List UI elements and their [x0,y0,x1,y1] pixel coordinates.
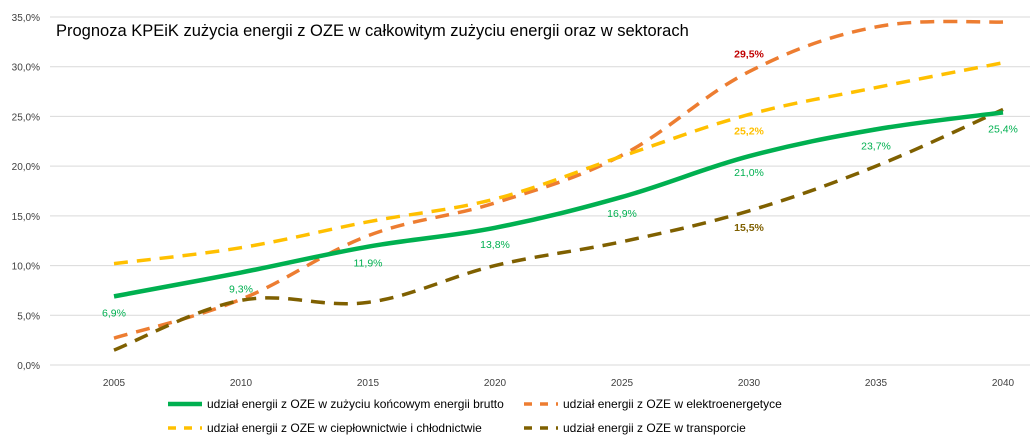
series-line-3 [113,107,1004,352]
x-tick-label: 2040 [992,378,1015,389]
y-tick-label: 15,0% [12,212,40,223]
x-tick-label: 2005 [103,378,126,389]
y-tick-label: 0,0% [17,361,40,372]
legend-item: udział energii z OZE w ciepłownictwie i … [168,421,482,435]
data-label: 6,9% [102,307,126,319]
series-line-1 [113,19,1004,340]
legend-item: udział energii z OZE w transporcie [524,421,746,435]
x-tick-label: 2010 [230,378,253,389]
legend-label: udział energii z OZE w elektroenergetyce [563,397,782,411]
x-tick-label: 2025 [611,378,634,389]
y-tick-label: 25,0% [12,112,40,123]
data-label: 29,5% [734,49,764,61]
y-tick-label: 5,0% [17,311,40,322]
legend: udział energii z OZE w zużyciu końcowym … [168,397,782,435]
y-tick-label: 20,0% [12,162,40,173]
gridlines [50,16,1030,366]
data-label: 11,9% [354,258,383,270]
y-tick-label: 10,0% [12,262,40,273]
data-label: 21,0% [734,167,764,179]
x-tick-label: 2015 [357,378,380,389]
legend-item: udział energii z OZE w zużyciu końcowym … [168,397,504,411]
data-label: 15,5% [734,222,764,234]
series-line-2 [113,61,1004,266]
x-axis-ticks: 2005 2010 2015 2020 2025 2030 2035 2040 [103,378,1015,389]
legend-item: udział energii z OZE w elektroenergetyce [524,397,782,411]
data-labels: 6,9% 9,3% 11,9% 13,8% 16,9% 21,0% 23,7% 25,4% 29… [102,49,1018,320]
chart-title: Prognoza KPEiK zużycia energii z OZE w c… [56,22,689,40]
data-label: 13,8% [480,239,510,251]
x-tick-label: 2030 [738,378,761,389]
x-tick-label: 2035 [865,378,888,389]
legend-label: udział energii z OZE w transporcie [563,421,746,435]
series-lines [113,19,1004,352]
x-tick-label: 2020 [484,378,507,389]
y-tick-label: 30,0% [12,63,40,74]
legend-label: udział energii z OZE w ciepłownictwie i … [207,421,482,435]
data-label: 25,4% [988,123,1018,135]
data-label: 9,3% [229,284,253,296]
legend-label: udział energii z OZE w zużyciu końcowym … [207,397,504,411]
series-line-0 [113,110,1004,299]
y-axis-ticks: 0,0% 5,0% 10,0% 15,0% 20,0% 25,0% 30,0% 35,0% [12,13,40,372]
y-tick-label: 35,0% [12,13,40,24]
data-label: 23,7% [861,140,891,152]
data-label: 16,9% [607,208,637,220]
data-label: 25,2% [734,125,764,137]
